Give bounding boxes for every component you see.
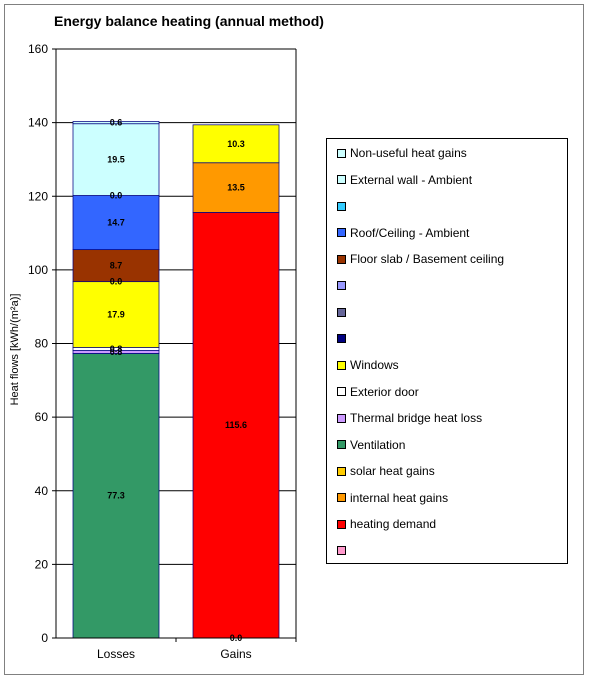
- y-tick-label: 100: [28, 263, 48, 277]
- y-axis-title: Heat flows [kWh/(m²a)]: [9, 294, 21, 406]
- legend-label: Ventilation: [350, 437, 406, 452]
- data-label: 77.3: [107, 491, 125, 501]
- legend-item: Floor slab / Basement ceiling: [337, 251, 504, 267]
- y-tick-label: 80: [35, 337, 49, 351]
- legend-item: External wall - Ambient: [337, 172, 472, 188]
- legend-item: solar heat gains: [337, 463, 435, 479]
- bar-segment-losses-12: [72, 195, 160, 251]
- x-tick-label-losses: Losses: [97, 647, 135, 661]
- legend-swatch: [337, 413, 346, 423]
- data-label: 8.7: [110, 261, 123, 271]
- bar-segment-losses-4: [72, 353, 160, 639]
- y-tick-label: 140: [28, 116, 48, 130]
- legend-swatch: [337, 334, 346, 343]
- bar-segment-losses-7: [72, 281, 160, 348]
- legend-swatch: [337, 440, 346, 449]
- data-label: 19.5: [107, 155, 125, 165]
- legend-item: heating demand: [337, 516, 436, 532]
- data-label: 0.0: [110, 191, 123, 201]
- legend-swatch: [337, 387, 346, 396]
- legend-swatch: [337, 493, 346, 502]
- legend-swatch: [337, 228, 346, 237]
- legend: Non-useful heat gains External wall - Amb…: [326, 138, 568, 564]
- y-tick-label: 0: [41, 631, 48, 645]
- legend-swatch: [337, 281, 346, 290]
- legend-label: Windows: [350, 358, 399, 372]
- legend-item: [337, 198, 350, 214]
- legend-label: External wall - Ambient: [350, 172, 473, 187]
- data-label: 17.9: [107, 310, 125, 320]
- legend-item: internal heat gains: [337, 490, 448, 506]
- data-label: 115.6: [225, 420, 247, 430]
- y-tick-label: 120: [28, 189, 48, 203]
- legend-item: Non-useful heat gains: [337, 145, 467, 161]
- legend-item: [337, 543, 350, 559]
- legend-swatch: [337, 519, 346, 529]
- y-tick-label: 60: [35, 410, 49, 424]
- legend-swatch: [337, 175, 346, 184]
- legend-label: solar heat gains: [350, 464, 435, 478]
- data-label: 0.8: [110, 344, 123, 354]
- legend-label: Floor slab / Basement ceiling: [350, 252, 505, 266]
- legend-swatch: [337, 148, 346, 158]
- legend-swatch: [337, 546, 346, 555]
- legend-swatch: [337, 466, 346, 476]
- legend-swatch: [337, 201, 346, 211]
- legend-label: internal heat gains: [350, 490, 449, 505]
- bar-segment-losses-15: [72, 121, 160, 125]
- chart-title: Energy balance heating (annual method): [54, 13, 324, 29]
- legend-item: Thermal bridge heat loss: [337, 410, 482, 426]
- legend-item: [337, 304, 350, 320]
- legend-label: heating demand: [350, 517, 437, 531]
- legend-item: Exterior door: [337, 384, 419, 400]
- y-tick-label: 40: [35, 484, 49, 498]
- legend-label: Exterior door: [350, 384, 419, 399]
- bar-segment-gains-3: [192, 124, 280, 164]
- bar-segment-losses-14: [72, 123, 160, 196]
- legend-item: [337, 331, 350, 347]
- data-label: 0.8: [110, 347, 123, 357]
- legend-label: Thermal bridge heat loss: [350, 411, 483, 425]
- legend-swatch: [337, 307, 346, 317]
- data-label: 0.0: [110, 277, 123, 287]
- legend-label: Non-useful heat gains: [350, 146, 467, 160]
- legend-swatch: [337, 360, 346, 370]
- legend-label: Roof/Ceiling - Ambient: [350, 225, 470, 240]
- legend-swatch: [337, 254, 346, 264]
- data-label: 0.6: [110, 118, 123, 128]
- legend-item: [337, 278, 350, 294]
- data-label: 13.5: [227, 183, 245, 193]
- y-tick-label: 160: [28, 42, 48, 56]
- y-tick-label: 20: [35, 557, 49, 571]
- x-tick-label-gains: Gains: [220, 647, 251, 661]
- legend-item: Ventilation: [337, 437, 405, 453]
- legend-item: Roof/Ceiling - Ambient: [337, 225, 469, 241]
- data-label: 10.3: [227, 139, 245, 149]
- legend-item: Windows: [337, 357, 399, 373]
- data-label: 14.7: [107, 218, 125, 228]
